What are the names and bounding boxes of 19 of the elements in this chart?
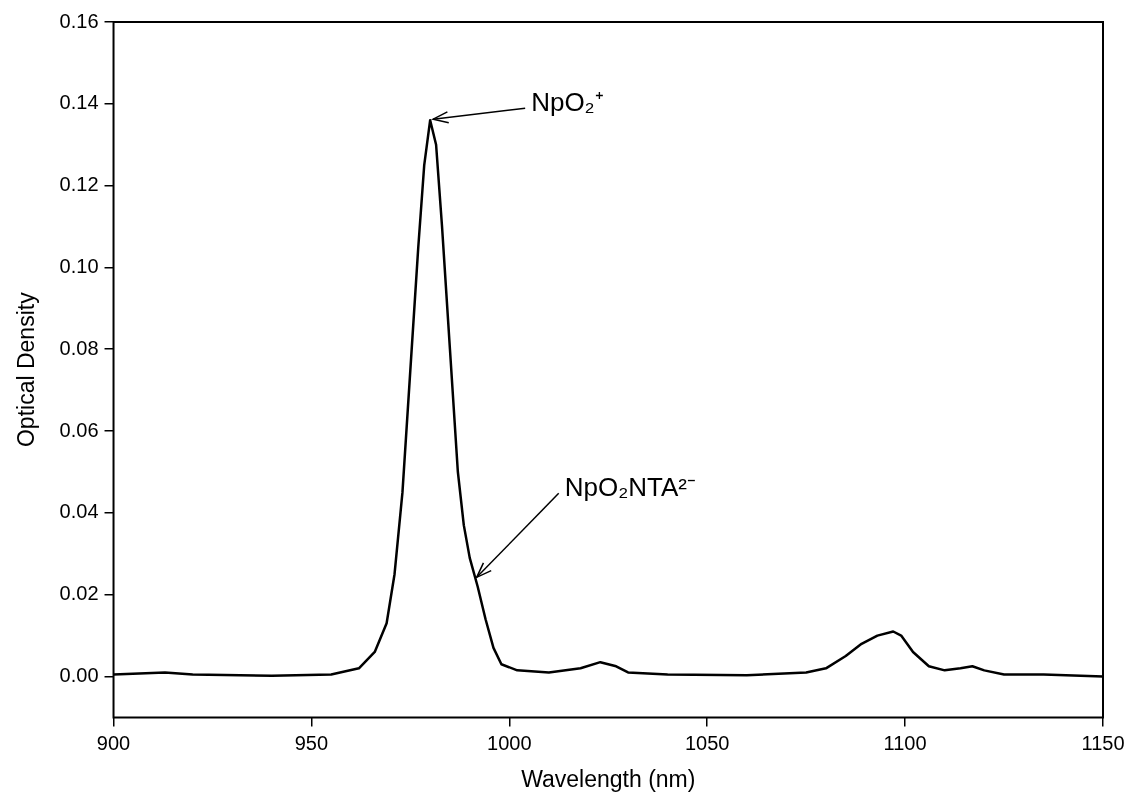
x-axis-title: Wavelength (nm) — [521, 765, 696, 792]
annotation: NpO₂NTA²⁻ — [564, 472, 696, 503]
x-tick-label: 1100 — [883, 731, 927, 754]
annotation: NpO₂⁺ — [531, 87, 604, 118]
y-tick-label: 0.08 — [59, 336, 99, 359]
x-tick-label: 1000 — [487, 731, 532, 754]
y-tick-label: 0.14 — [59, 91, 99, 114]
y-tick-label: 0.12 — [59, 173, 99, 196]
y-tick-label: 0.06 — [59, 418, 99, 441]
x-tick-label: 1150 — [1081, 731, 1125, 754]
y-tick-label: 0.16 — [59, 9, 99, 32]
x-tick-label: 1050 — [684, 731, 730, 754]
y-tick-label: 0.00 — [59, 664, 99, 687]
y-tick-label: 0.02 — [59, 582, 99, 605]
y-axis-title: Optical Density — [13, 291, 40, 448]
y-tick-label: 0.10 — [59, 254, 99, 277]
x-tick-label: 900 — [96, 731, 131, 754]
y-tick-label: 0.04 — [59, 500, 99, 523]
x-tick-label: 950 — [294, 731, 329, 754]
